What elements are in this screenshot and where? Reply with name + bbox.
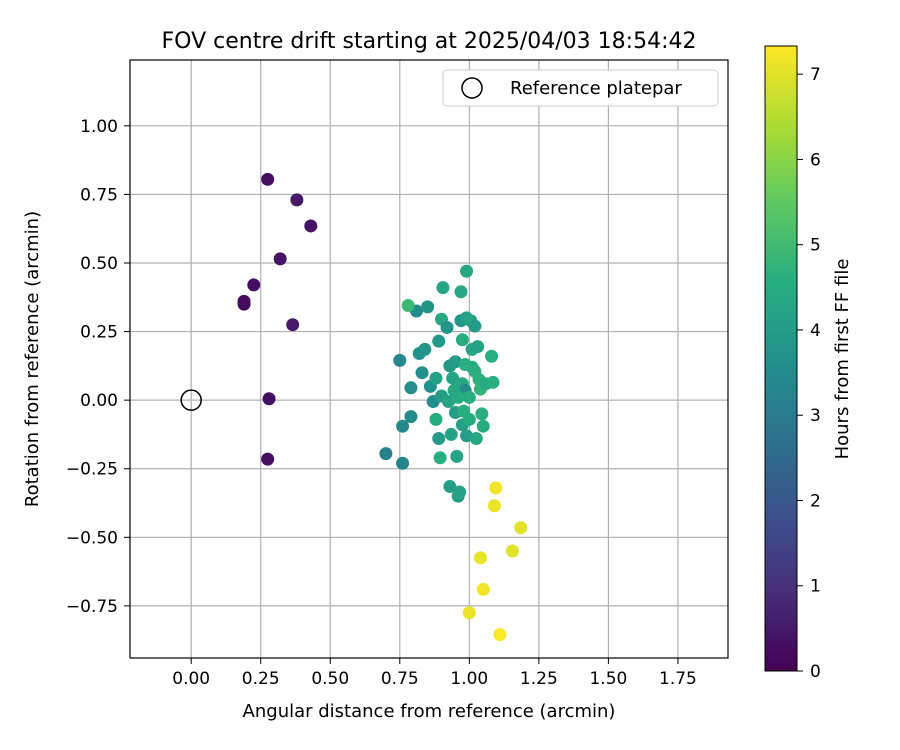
scatter-point [493,628,507,642]
scatter-point [450,449,464,463]
data-points [180,172,528,642]
colorbar-gradient [764,45,798,672]
chart-title: FOV centre drift starting at 2025/04/03 … [162,29,697,54]
scatter-point [415,366,429,380]
scatter-point [433,451,447,465]
x-tick-label: 1.25 [520,669,558,689]
scatter-point [486,375,500,389]
scatter-point [286,318,300,332]
scatter-point [444,427,458,441]
reference-platepar-point [180,389,202,411]
scatter-point [404,381,418,395]
scatter-point [448,355,462,369]
scatter-point [396,456,410,470]
colorbar-tick-label: 0 [810,662,821,682]
y-tick-label: 0.50 [80,254,118,274]
scatter-point [476,419,490,433]
scatter-point [454,285,468,299]
colorbar-tick-label: 2 [810,491,821,511]
scatter-point [290,193,304,207]
scatter-point [455,333,469,347]
x-tick-label: 1.75 [659,669,697,689]
colorbar-tick-label: 4 [810,321,821,341]
x-tick-label: 0.25 [242,669,280,689]
scatter-point [487,499,501,513]
x-tick-label: 1.50 [589,669,627,689]
scatter-point [476,582,490,596]
y-tick-label: −0.75 [66,597,118,617]
x-tick-label: 0.00 [172,669,210,689]
y-axis-label: Rotation from reference (arcmin) [22,211,43,507]
plot-frame [129,59,729,659]
colorbar-label: Hours from first FF file [832,259,853,460]
y-tick-label: 1.00 [80,117,118,137]
scatter-point [261,452,275,466]
scatter-point [441,395,455,409]
scatter-point [460,429,474,443]
y-tick-label: 0.00 [80,391,118,411]
scatter-point [447,384,461,398]
scatter-point [379,447,393,461]
scatter-point [469,432,483,446]
reference-marker-icon [461,77,483,99]
scatter-point [468,319,482,333]
colorbar-ticks: 0 1 2 3 4 5 6 7 [797,65,821,682]
scatter-point [304,219,318,233]
scatter-point [261,172,275,186]
x-tick-label: 0.50 [311,669,349,689]
scatter-point [432,334,446,348]
y-tick-label: 0.25 [80,323,118,343]
scatter-point [443,480,457,494]
legend-label: Reference platepar [510,78,682,99]
scatter-point [418,342,432,356]
scatter-point [471,340,485,354]
colorbar-tick-label: 3 [810,406,821,426]
colorbar-tick-label: 5 [810,236,821,256]
scatter-point [401,299,415,313]
scatter-point [237,297,251,311]
scatter-point [446,371,460,385]
scatter-point [396,419,410,433]
colorbar-tick-label: 7 [810,65,821,85]
colorbar: 0 1 2 3 4 5 6 7 Hours from first FF file [764,45,853,682]
scatter-point [432,432,446,446]
scatter-point [485,349,499,363]
legend-box [442,69,719,107]
grid [130,60,728,658]
scatter-point [429,412,443,426]
scatter-point [440,320,454,334]
colorbar-tick-label: 6 [810,150,821,170]
x-axis-label: Angular distance from reference (arcmin) [243,701,616,722]
scatter-point [247,278,261,292]
colorbar-tick-label: 1 [810,577,821,597]
scatter-point [458,357,472,371]
y-tick-label: −0.25 [66,460,118,480]
scatter-point [462,412,476,426]
y-tick-label: −0.50 [66,528,118,548]
scatter-point [514,521,528,535]
scatter-point [460,264,474,278]
scatter-point [421,300,435,314]
scatter-point [462,390,476,404]
scatter-point [505,544,519,558]
scatter-point [393,353,407,367]
scatter-point [262,392,276,406]
scatter-point [453,485,467,499]
scatter-point [404,410,418,424]
scatter-point [489,481,503,495]
scatter-point [462,606,476,620]
scatter-point [473,551,487,565]
x-tick-label: 1.00 [450,669,488,689]
y-tick-label: 0.75 [80,185,118,205]
scatter-point [436,281,450,295]
scatter-point [273,252,287,266]
scatter-point [475,407,489,421]
legend: Reference platepar [442,69,719,107]
scatter-point [429,371,443,385]
axis-ticks: 0.00 0.25 0.50 0.75 1.00 1.25 1.50 1.75 −0.75 −0.… [66,117,697,689]
x-tick-label: 0.75 [381,669,419,689]
